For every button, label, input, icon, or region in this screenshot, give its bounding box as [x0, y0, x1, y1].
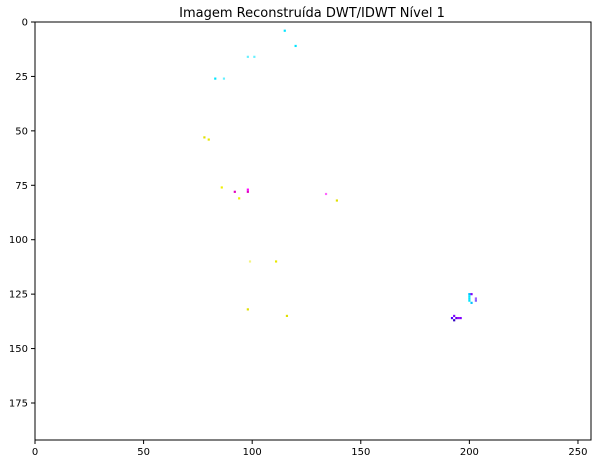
image-pixel: [470, 301, 473, 304]
image-pixel: [233, 190, 236, 193]
image-pixel: [450, 316, 454, 320]
y-tick-label: 150: [9, 344, 28, 355]
image-pixel: [238, 197, 241, 200]
image-pixel: [220, 186, 223, 189]
chart-title: Imagem Reconstruída DWT/IDWT Nível 1: [179, 6, 445, 21]
y-tick-label: 175: [9, 398, 28, 409]
y-tick-label: 125: [9, 290, 28, 301]
x-tick-label: 250: [568, 447, 587, 458]
y-tick-label: 50: [15, 126, 28, 137]
pixel-layer: [203, 29, 477, 322]
image-pixel: [468, 295, 471, 298]
x-axis: 0 50 100 150 200 250: [32, 440, 588, 458]
x-tick-label: 50: [137, 447, 150, 458]
image-area: [35, 22, 591, 440]
image-pixel: [285, 314, 289, 317]
image-pixel: [468, 299, 471, 302]
image-pixel: [283, 29, 286, 32]
x-tick-label: 200: [460, 447, 479, 458]
x-tick-label: 0: [32, 447, 38, 458]
image-pixel: [468, 297, 471, 300]
y-tick-label: 0: [22, 18, 28, 29]
image-pixel: [324, 192, 328, 196]
image-pixel: [294, 44, 297, 48]
image-pixel: [468, 293, 471, 296]
image-pixel: [246, 308, 249, 311]
y-tick-label: 75: [15, 181, 28, 192]
y-axis: 0 25 50 75 100 125 150 175: [9, 18, 35, 409]
image-pixel: [474, 297, 477, 300]
image-pixel: [248, 260, 252, 263]
image-pixel: [214, 77, 217, 80]
image-pixel: [246, 188, 249, 191]
image-pixel: [335, 199, 338, 202]
image-pixel: [474, 299, 477, 302]
image-pixel: [246, 190, 249, 193]
x-tick-label: 150: [351, 447, 370, 458]
image-pixel: [455, 316, 458, 320]
image-pixel: [253, 55, 256, 58]
image-pixel: [470, 293, 473, 296]
image-pixel: [453, 319, 456, 322]
image-pixel: [453, 314, 456, 317]
x-tick-label: 100: [243, 447, 262, 458]
image-pixel: [457, 316, 460, 320]
image-pixel: [203, 136, 206, 139]
image-pixel: [222, 77, 226, 80]
image-pixel: [459, 316, 462, 320]
axes-frame: [34, 21, 592, 441]
image-pixel: [274, 260, 278, 263]
image-pixel: [246, 55, 249, 58]
image-pixel: [207, 138, 210, 141]
y-tick-label: 100: [9, 235, 28, 246]
y-tick-label: 25: [15, 72, 28, 83]
